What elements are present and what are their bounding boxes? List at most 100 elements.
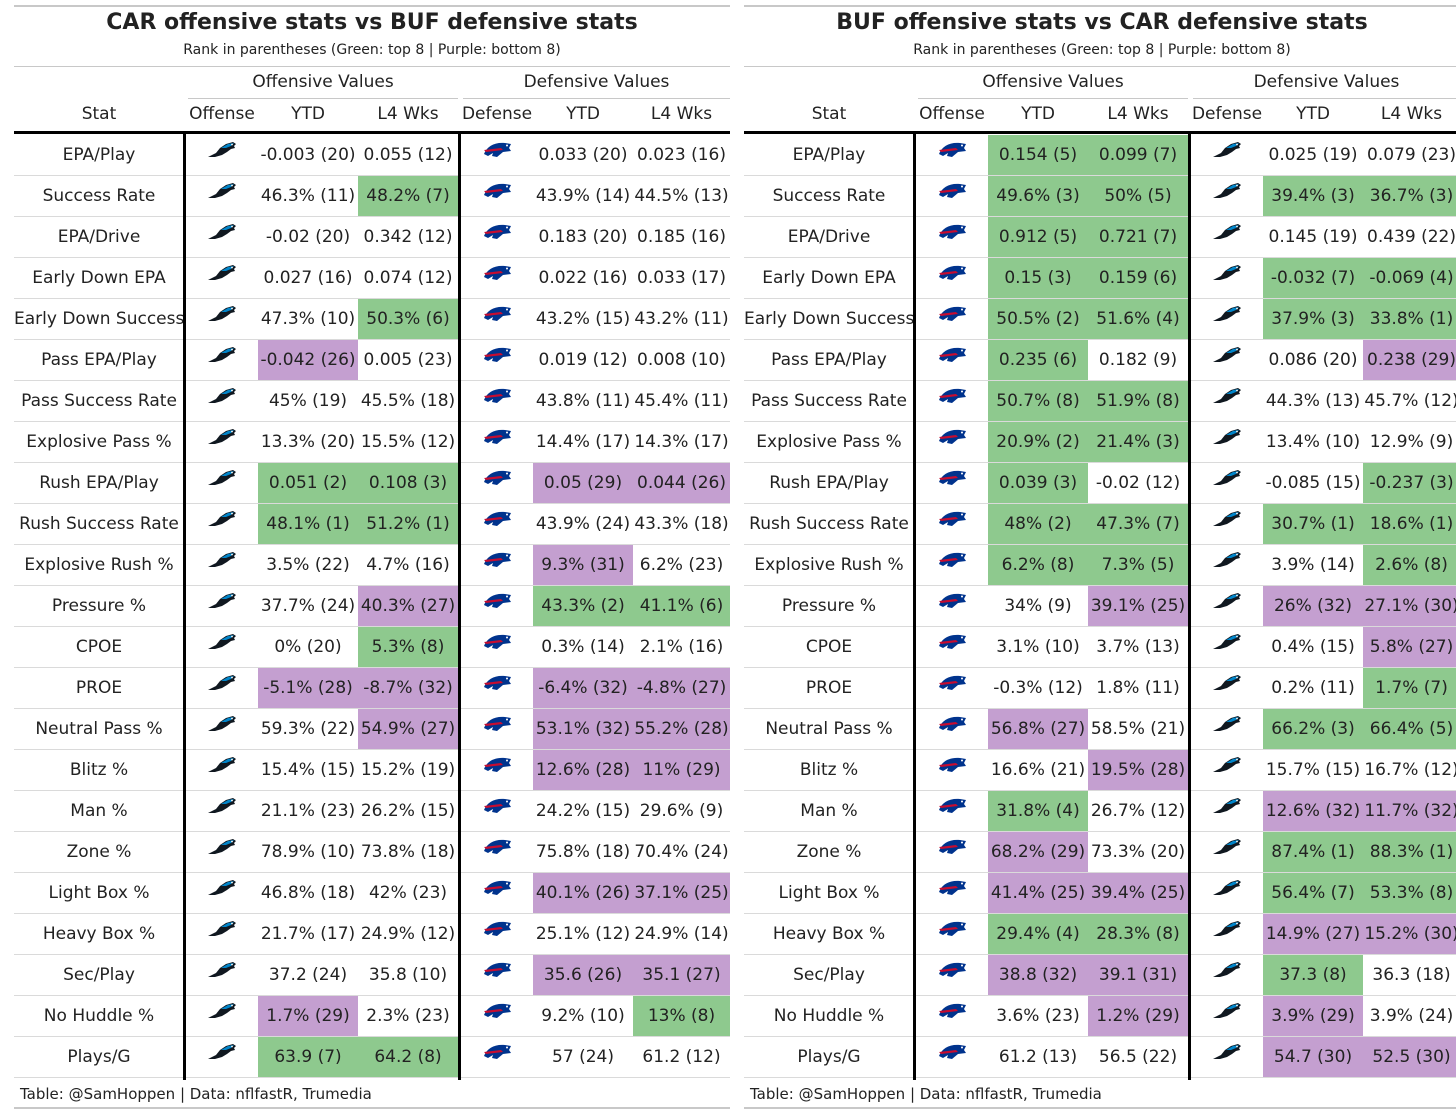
stats-table: EPA/Play 0.154 (5) 0.099 (7) 0.025 (19) 0.07… bbox=[744, 135, 1456, 1078]
defense-ytd-cell: 43.8% (11) bbox=[535, 391, 631, 411]
bills-logo-icon bbox=[936, 955, 968, 995]
offense-logo-cell bbox=[186, 504, 258, 544]
offense-ytd-cell: 78.9% (10) bbox=[260, 842, 356, 862]
offense-logo-cell bbox=[916, 668, 988, 708]
offense-logo-cell bbox=[186, 135, 258, 175]
panthers-logo-icon bbox=[207, 135, 237, 175]
defense-l4-cell: 18.6% (1) bbox=[1363, 504, 1456, 544]
table-row: Pass Success Rate 50.7% (8) 51.9% (8) 44.3%… bbox=[744, 381, 1456, 422]
bills-logo-icon bbox=[936, 299, 968, 339]
defense-ytd-cell: 26% (32) bbox=[1263, 586, 1363, 626]
offense-logo-cell bbox=[916, 709, 988, 749]
bills-logo-icon bbox=[936, 463, 968, 503]
bills-logo-icon bbox=[481, 627, 513, 667]
table-row: EPA/Drive -0.02 (20) 0.342 (12) 0.183 (20) 0… bbox=[14, 217, 730, 258]
panthers-logo-icon bbox=[207, 176, 237, 216]
defense-l4-cell: 11% (29) bbox=[633, 750, 730, 790]
stat-name-cell: EPA/Drive bbox=[57, 227, 141, 247]
table-row: EPA/Play 0.154 (5) 0.099 (7) 0.025 (19) 0.07… bbox=[744, 135, 1456, 176]
defense-header: Defense bbox=[1191, 104, 1263, 124]
stat-name-cell: Blitz % bbox=[69, 760, 129, 780]
offense-l4-cell: 2.3% (23) bbox=[366, 1006, 450, 1026]
bills-logo-icon bbox=[481, 299, 513, 339]
panthers-logo-icon bbox=[207, 996, 237, 1036]
panthers-logo-icon bbox=[207, 668, 237, 708]
defense-ytd-cell: -0.032 (7) bbox=[1263, 258, 1363, 298]
defense-logo-cell bbox=[461, 668, 533, 708]
bills-logo-icon bbox=[481, 463, 513, 503]
panthers-logo-icon bbox=[207, 791, 237, 831]
offense-l4-cell: 73.8% (18) bbox=[360, 842, 456, 862]
offense-ytd-cell: 49.6% (3) bbox=[988, 176, 1088, 216]
defense-ytd-cell: 30.7% (1) bbox=[1263, 504, 1363, 544]
panthers-logo-icon bbox=[1212, 135, 1242, 175]
stat-name-cell: Early Down Success bbox=[14, 309, 185, 329]
defense-ytd-cell: 0.05 (29) bbox=[533, 463, 633, 503]
offense-logo-cell bbox=[916, 791, 988, 831]
offense-ytd-cell: 1.7% (29) bbox=[258, 996, 358, 1036]
offense-ytd-cell: 37.7% (24) bbox=[260, 596, 356, 616]
stat-name-cell: Neutral Pass % bbox=[35, 719, 163, 739]
defense-l4-cell: 14.3% (17) bbox=[634, 432, 729, 452]
offense-l4-cell: 3.7% (13) bbox=[1096, 637, 1180, 657]
defense-ytd-cell: 13.4% (10) bbox=[1265, 432, 1361, 452]
bills-logo-icon bbox=[481, 914, 513, 954]
panthers-logo-icon bbox=[1212, 217, 1242, 257]
defense-ytd-cell: 53.1% (32) bbox=[533, 709, 633, 749]
defense-logo-cell bbox=[1191, 586, 1263, 626]
panthers-logo-icon bbox=[1212, 463, 1242, 503]
top-divider bbox=[744, 5, 1456, 7]
offense-logo-cell bbox=[186, 873, 258, 913]
offense-l4-cell: -8.7% (32) bbox=[358, 668, 458, 708]
defense-ytd-cell: 75.8% (18) bbox=[535, 842, 631, 862]
offense-logo-cell bbox=[916, 422, 988, 462]
offense-logo-cell bbox=[916, 873, 988, 913]
stat-name-cell: Plays/G bbox=[67, 1047, 131, 1067]
defense-logo-cell bbox=[461, 258, 533, 298]
offense-l4-cell: 47.3% (7) bbox=[1088, 504, 1188, 544]
offense-logo-cell bbox=[916, 381, 988, 421]
offense-logo-cell bbox=[916, 176, 988, 216]
panthers-logo-icon bbox=[207, 750, 237, 790]
stat-name-cell: Zone % bbox=[66, 842, 132, 862]
offense-logo-cell bbox=[186, 832, 258, 872]
defense-ytd-cell: 9.2% (10) bbox=[541, 1006, 625, 1026]
offense-logo-cell bbox=[916, 340, 988, 380]
offense-l4-cell: 0.108 (3) bbox=[358, 463, 458, 503]
car-vs-buf-panel: CAR offensive stats vs BUF defensive sta… bbox=[14, 0, 730, 1114]
offense-header: Offense bbox=[919, 104, 985, 124]
offense-ytd-cell: 3.6% (23) bbox=[996, 1006, 1080, 1026]
offense-logo-cell bbox=[916, 545, 988, 585]
offense-ytd-cell: 59.3% (22) bbox=[260, 719, 356, 739]
defense-logo-cell bbox=[461, 340, 533, 380]
defense-logo-cell bbox=[461, 750, 533, 790]
defense-ytd-cell: 14.9% (27) bbox=[1263, 914, 1363, 954]
defense-logo-cell bbox=[461, 832, 533, 872]
offense-l4-cell: 51.2% (1) bbox=[358, 504, 458, 544]
defense-logo-cell bbox=[461, 709, 533, 749]
spanner-rule bbox=[1193, 98, 1456, 99]
source-footer: Table: @SamHoppen | Data: nflfastR, Trum… bbox=[20, 1085, 372, 1103]
offense-l4-cell: 39.1 (31) bbox=[1088, 955, 1188, 995]
table-row: Early Down Success 47.3% (10) 50.3% (6) 43.… bbox=[14, 299, 730, 340]
defense-l4-cell: 1.7% (7) bbox=[1363, 668, 1456, 708]
defense-l4-cell: 37.1% (25) bbox=[633, 873, 730, 913]
panthers-logo-icon bbox=[1212, 832, 1242, 872]
header-divider bbox=[744, 66, 1456, 67]
offense-ytd-header: YTD bbox=[1021, 104, 1055, 124]
defense-l4-cell: 61.2 (12) bbox=[642, 1047, 721, 1067]
offense-l4-cell: 15.2% (19) bbox=[360, 760, 456, 780]
offense-ytd-cell: 29.4% (4) bbox=[988, 914, 1088, 954]
table-row: Pass Success Rate 45% (19) 45.5% (18) 43.8%… bbox=[14, 381, 730, 422]
defense-ytd-cell: 24.2% (15) bbox=[535, 801, 631, 821]
offensive-values-spanner: Offensive Values bbox=[982, 72, 1124, 92]
offense-ytd-cell: 48.1% (1) bbox=[258, 504, 358, 544]
defense-l4-cell: 36.3 (18) bbox=[1372, 965, 1451, 985]
stat-name-cell: Explosive Pass % bbox=[756, 432, 902, 452]
stat-name-cell: CPOE bbox=[805, 637, 853, 657]
defense-logo-cell bbox=[1191, 381, 1263, 421]
panthers-logo-icon bbox=[1212, 914, 1242, 954]
offense-header: Offense bbox=[189, 104, 255, 124]
table-row: Pressure % 37.7% (24) 40.3% (27) 43.3% (2) 4… bbox=[14, 586, 730, 627]
defense-l4-cell: 0.008 (10) bbox=[637, 350, 726, 370]
